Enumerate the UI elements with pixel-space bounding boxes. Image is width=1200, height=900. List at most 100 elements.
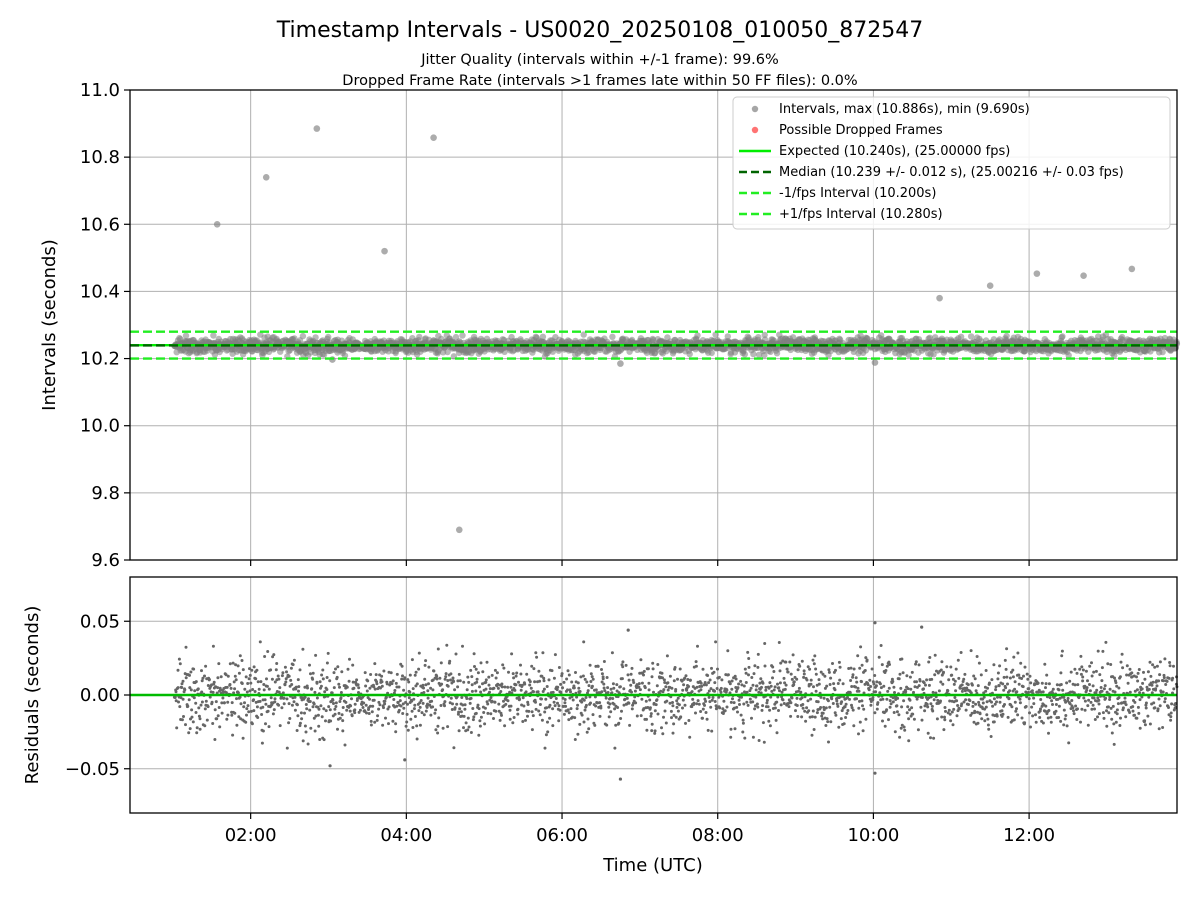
residual-point [325,676,329,679]
residual-point [545,685,549,688]
intervals-axes-frame [129,89,1178,561]
residual-point [661,732,665,736]
residual-point [925,678,929,682]
residual-point [710,729,714,733]
residual-point [914,662,918,666]
interval-point [1003,332,1010,340]
residual-point [781,659,785,663]
residual-point [232,691,236,695]
residual-point [676,677,679,681]
residual-point [942,728,946,732]
residual-point [484,687,488,691]
residual-point [673,666,677,669]
residual-point [377,707,381,711]
residual-point [489,712,493,716]
residual-point [357,686,361,690]
y-tick-label: 10.2 [80,349,120,370]
residual-point [384,716,387,720]
residual-point [508,717,512,721]
residual-point [512,676,516,680]
residual-point [895,704,899,708]
residual-point [1026,677,1030,681]
residual-point [687,719,691,722]
residual-point [854,676,858,680]
residual-point [511,721,515,725]
residual-point [586,717,590,721]
residual-point [820,714,824,718]
residual-point [870,667,874,671]
residual-point [242,705,246,709]
residual-point [593,723,597,727]
residual-point [329,719,333,723]
residual-point [343,743,347,747]
residual-point [736,710,739,714]
residual-point [522,704,526,708]
residual-point [448,701,452,705]
residual-point [532,667,536,671]
residual-point [350,697,353,701]
residual-point [962,700,966,704]
residual-point [353,708,357,712]
residual-point [1043,662,1047,666]
residual-point [899,686,903,690]
residual-point [262,688,266,692]
residual-point [694,711,697,715]
residual-point [726,673,730,677]
residual-point [884,669,888,672]
residual-point [340,670,344,674]
residual-point [613,746,617,750]
residual-point [663,681,667,684]
residual-point [1011,675,1015,679]
residual-point [1007,696,1011,700]
interval-outlier-point [986,282,994,290]
residual-point [415,682,419,686]
residual-point [217,706,221,709]
residual-point [328,708,332,712]
residual-point [898,735,902,739]
residual-point [775,731,779,735]
residual-point [857,689,861,693]
residual-point [676,696,680,700]
residual-point [361,706,365,709]
legend-entry-expected: Expected (10.240s), (25.00000 fps) [779,144,1010,159]
residual-point [426,689,430,693]
residual-point [385,682,389,686]
residual-point [402,706,406,710]
residual-point [283,683,287,687]
residual-point [599,706,603,710]
residual-point [789,672,793,676]
residual-point [777,641,781,644]
residual-point [341,706,345,709]
residual-point [529,686,533,690]
residual-point [954,667,958,671]
residual-point [567,673,571,677]
interval-point [905,351,912,359]
residual-point [611,682,615,686]
residual-point [400,677,404,681]
residual-point [628,723,632,727]
residual-point [252,665,256,669]
residual-point [953,679,957,683]
residual-point [276,674,280,678]
residual-point [1051,703,1054,706]
residual-point [714,640,718,644]
residual-point [917,684,921,688]
residual-point [719,686,723,690]
residual-point [415,737,419,741]
residual-point [623,697,627,701]
residual-point [192,667,196,671]
residual-point [519,688,523,692]
residual-point [243,687,247,691]
residual-point [272,708,276,712]
residual-point [364,703,368,707]
residual-point [245,713,248,717]
residual-point [365,711,368,715]
residual-point [816,700,820,704]
interval-point [609,333,616,340]
residual-point [517,680,520,684]
residual-point [316,713,320,717]
residual-point [458,707,462,711]
interval-point [1059,333,1066,340]
residual-point [994,685,998,689]
residual-point [298,724,302,728]
